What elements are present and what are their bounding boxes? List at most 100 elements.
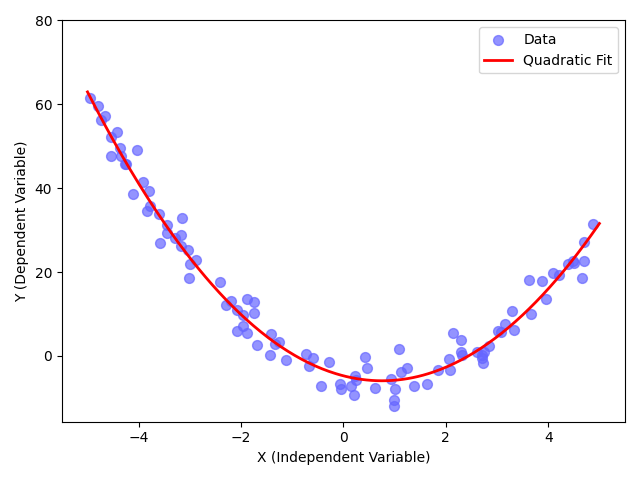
Data	[112, 128, 122, 135]
Data	[303, 362, 314, 370]
Data	[100, 112, 110, 120]
Data	[472, 348, 482, 356]
Data	[579, 257, 589, 265]
Data	[457, 351, 467, 359]
Data	[265, 352, 275, 360]
Y-axis label: Y (Dependent Variable): Y (Dependent Variable)	[15, 140, 29, 302]
Data	[409, 382, 419, 390]
Data	[316, 383, 326, 390]
Quadratic Fit	[596, 221, 604, 227]
Data	[579, 238, 589, 246]
Data	[350, 372, 360, 380]
Data	[554, 272, 564, 279]
Quadratic Fit	[390, 377, 398, 383]
Data	[568, 257, 579, 265]
Data	[548, 269, 558, 276]
Data	[569, 260, 579, 267]
Quadratic Fit	[549, 280, 557, 286]
Data	[115, 144, 125, 152]
Data	[349, 392, 359, 399]
Data	[588, 220, 598, 228]
Data	[238, 312, 248, 319]
Data	[324, 359, 334, 366]
Quadratic Fit	[517, 314, 525, 320]
Data	[270, 340, 280, 348]
Data	[226, 298, 236, 305]
Data	[175, 242, 186, 250]
Data	[242, 295, 252, 302]
Data	[360, 353, 371, 361]
Data	[132, 146, 143, 154]
Data	[215, 278, 225, 286]
Data	[176, 231, 186, 239]
Data	[484, 343, 495, 350]
Data	[120, 160, 131, 168]
Data	[120, 160, 131, 168]
Data	[386, 375, 396, 383]
Data	[335, 380, 346, 388]
Data	[477, 354, 487, 362]
Data	[500, 321, 510, 328]
Data	[182, 246, 193, 254]
X-axis label: X (Independent Variable): X (Independent Variable)	[257, 451, 430, 465]
Data	[141, 207, 152, 215]
Data	[422, 381, 432, 388]
Data	[106, 133, 116, 141]
Data	[444, 355, 454, 363]
Data	[145, 202, 155, 210]
Data	[95, 116, 106, 124]
Data	[93, 102, 103, 110]
Data	[509, 326, 519, 334]
Data	[163, 229, 173, 237]
Data	[362, 364, 372, 372]
Data	[526, 310, 536, 318]
Data	[116, 152, 126, 159]
Data	[154, 211, 164, 218]
Quadratic Fit	[388, 378, 396, 384]
Data	[138, 179, 148, 186]
Data	[433, 366, 443, 374]
Data	[282, 356, 292, 363]
Data	[477, 359, 488, 367]
Data	[274, 338, 284, 346]
Data	[154, 239, 164, 247]
Data	[241, 329, 252, 337]
Data	[456, 336, 466, 344]
Data	[496, 328, 506, 336]
Data	[170, 234, 180, 241]
Data	[477, 351, 488, 359]
Data	[390, 385, 401, 393]
Data	[396, 368, 406, 376]
Data	[447, 330, 458, 337]
Data	[445, 366, 455, 374]
Data	[493, 327, 503, 335]
Data	[507, 308, 517, 315]
Data	[249, 310, 259, 317]
Data	[106, 152, 116, 159]
Data	[336, 385, 346, 393]
Data	[394, 345, 404, 353]
Quadratic Fit	[399, 376, 406, 382]
Data	[238, 323, 248, 330]
Data	[563, 261, 573, 268]
Data	[232, 327, 242, 335]
Data	[184, 261, 195, 268]
Data	[232, 306, 242, 314]
Data	[221, 301, 232, 309]
Data	[308, 354, 318, 361]
Data	[191, 256, 202, 264]
Data	[456, 348, 466, 356]
Quadratic Fit	[378, 378, 386, 384]
Data	[401, 365, 412, 372]
Data	[252, 341, 262, 348]
Data	[540, 295, 550, 303]
Data	[479, 348, 490, 356]
Data	[388, 396, 399, 404]
Data	[351, 376, 361, 384]
Quadratic Fit	[84, 89, 92, 95]
Data	[162, 221, 172, 229]
Data	[577, 274, 587, 281]
Data	[389, 402, 399, 410]
Data	[346, 382, 356, 390]
Data	[536, 277, 547, 285]
